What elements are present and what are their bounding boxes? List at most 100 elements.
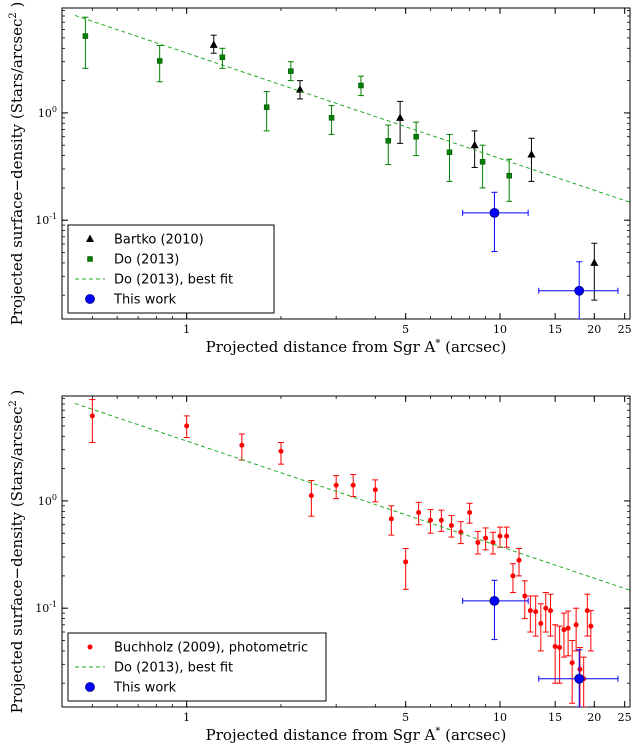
y-tick-label: 10-1 — [35, 600, 57, 615]
series-dot-point — [584, 608, 590, 614]
legend-frame — [67, 224, 275, 314]
plot-frame — [61, 395, 631, 708]
series-dot-point — [561, 627, 567, 633]
series-square-point — [82, 33, 89, 39]
y-axis-label: Projected surface−density (Stars/arcsec2… — [8, 2, 26, 326]
series-dot-point — [278, 448, 284, 454]
x-tick-label: 10 — [493, 323, 507, 336]
series-dot-point — [490, 539, 496, 545]
series-dot-point — [350, 482, 356, 488]
y-tick-label: 100 — [38, 105, 57, 120]
series-square-point — [358, 82, 364, 89]
series-dot-point — [467, 509, 473, 515]
series-square-point — [288, 68, 294, 74]
series-dot-point — [548, 608, 554, 614]
series-square-point — [413, 133, 419, 140]
legend-marker — [87, 644, 93, 650]
series-square-point — [446, 149, 453, 155]
series-square-point — [479, 159, 486, 165]
x-tick-label: 10 — [493, 711, 507, 724]
legend-label: Do (2013), best fit — [114, 273, 233, 288]
series-dot-point — [403, 559, 409, 565]
x-tick-label: 15 — [548, 323, 562, 336]
series-circle-point — [574, 673, 585, 684]
series-dot-point — [239, 442, 245, 448]
series-dot-point — [516, 557, 522, 563]
x-tick-label: 1 — [183, 711, 190, 724]
series-triangle-point — [590, 258, 599, 266]
series-dot-point — [448, 522, 454, 528]
legend-label: This work — [113, 681, 177, 696]
series-dot-point — [588, 623, 594, 629]
series-dot-point — [577, 666, 583, 672]
legend: Bartko (2010) Do (2013) Do (2013), best fi… — [67, 224, 275, 314]
series-dot-point — [557, 645, 563, 651]
y-tick-label: 10-1 — [35, 212, 57, 227]
x-tick-label: 20 — [587, 323, 601, 336]
x-tick-label: 25 — [618, 323, 632, 336]
y-axis-label: Projected surface−density (Stars/arcsec2… — [8, 390, 26, 714]
series-square-point — [219, 54, 226, 61]
series-triangle-point — [209, 40, 218, 48]
series-dot-point — [483, 535, 489, 541]
legend-label: This work — [113, 293, 177, 308]
x-tick-label: 15 — [548, 711, 562, 724]
series-circle-point — [574, 285, 585, 296]
x-axis-label: Projected distance from Sgr A* (arcsec) — [206, 338, 507, 356]
x-tick-label: 25 — [618, 711, 632, 724]
data-layer — [74, 14, 630, 319]
series-circle-point — [489, 207, 500, 218]
series-triangle-point — [296, 85, 305, 93]
series-dot-point — [427, 517, 433, 523]
series-dot-point — [573, 622, 579, 628]
series-triangle-point — [396, 113, 405, 121]
series-dot-point — [552, 643, 558, 649]
legend-label: Do (2013), best fit — [114, 661, 233, 676]
series-dot-point — [569, 660, 575, 666]
series-dot-point — [308, 493, 314, 499]
plot-frame — [61, 7, 631, 320]
series-dot-point — [438, 517, 444, 523]
x-tick-label: 1 — [183, 323, 190, 336]
series-dot-point — [510, 573, 516, 579]
series-square-point — [263, 104, 270, 110]
legend-label: Do (2013) — [114, 253, 179, 268]
x-tick-label: 20 — [587, 711, 601, 724]
legend-marker — [85, 294, 95, 304]
legend: Buchholz (2009), photometric Do (2013), b… — [67, 632, 327, 702]
best-fit-line — [74, 14, 630, 203]
series-dot-point — [538, 621, 544, 627]
series-square-point — [156, 58, 163, 64]
series-dot-point — [475, 539, 481, 545]
series-square-point — [385, 138, 392, 144]
series-dot-point — [89, 413, 95, 419]
series-dot-point — [497, 533, 503, 539]
x-tick-label: 5 — [402, 711, 409, 724]
series-triangle-point — [470, 140, 479, 149]
x-axis-label: Projected distance from Sgr A* (arcsec) — [206, 726, 507, 743]
x-tick-label: 5 — [402, 323, 409, 336]
legend-frame — [67, 632, 327, 702]
series-triangle-point — [527, 149, 536, 158]
series-circle-point — [489, 595, 500, 606]
series-square-point — [328, 115, 335, 121]
series-dot-point — [372, 487, 378, 493]
legend-label: Bartko (2010) — [114, 233, 204, 248]
series-dot-point — [543, 605, 549, 611]
data-layer — [74, 399, 630, 707]
series-dot-point — [504, 533, 510, 539]
y-tick-label: 100 — [38, 493, 57, 508]
legend-marker — [86, 234, 94, 242]
series-dot-point — [527, 608, 533, 614]
series-dot-point — [388, 516, 394, 522]
series-dot-point — [533, 609, 539, 615]
legend-marker — [85, 682, 95, 692]
series-dot-point — [416, 509, 422, 515]
series-dot-point — [565, 625, 571, 631]
series-dot-point — [522, 593, 528, 599]
legend-label: Buchholz (2009), photometric — [114, 641, 308, 656]
